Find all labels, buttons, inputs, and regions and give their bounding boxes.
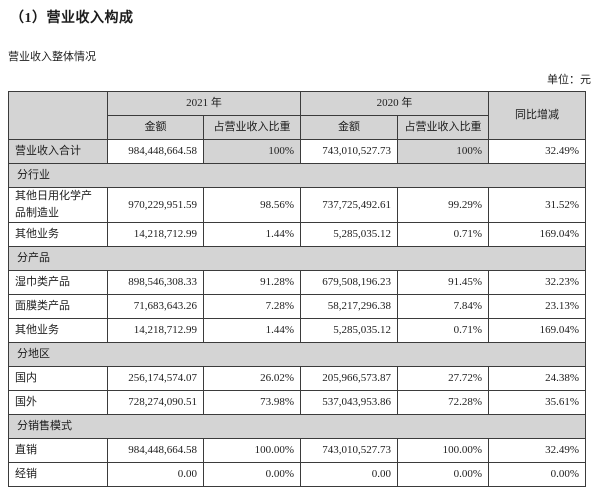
proportion-2020: 99.29% <box>397 186 489 224</box>
header-year-2020: 2020 年 <box>300 91 489 116</box>
revenue-composition-table: 2021 年 2020 年 同比增减 金额 占营业收入比重 金额 占营业收入比重… <box>8 91 586 488</box>
section-subtitle: 营业收入整体情况 <box>8 51 96 63</box>
table-row: 其他日用化学产品制造业 970,229,951.59 98.56% 737,72… <box>8 186 586 224</box>
section-label: 分销售模式 <box>8 414 586 440</box>
unit-label: 单位：元 <box>547 74 591 86</box>
table-row: 其他业务 14,218,712.99 1.44% 5,285,035.12 0.… <box>8 318 586 344</box>
yoy-value: 32.49% <box>488 438 586 464</box>
section-row-industry: 分行业 <box>8 163 586 188</box>
proportion-2020: 27.72% <box>397 366 489 392</box>
proportion-2021: 98.56% <box>203 186 301 224</box>
yoy-value: 31.52% <box>488 186 586 224</box>
row-label: 其他业务 <box>8 318 108 344</box>
proportion-2021: 26.02% <box>203 366 301 392</box>
proportion-2020: 72.28% <box>397 390 489 416</box>
row-label: 国内 <box>8 366 108 392</box>
amount-2020: 743,010,527.73 <box>300 139 398 164</box>
proportion-2020: 7.84% <box>397 294 489 320</box>
header-row-years: 2021 年 2020 年 同比增减 <box>8 91 586 140</box>
header-proportion-2020: 占营业收入比重 <box>397 115 489 140</box>
proportion-2021: 7.28% <box>203 294 301 320</box>
amount-2021: 898,546,308.33 <box>107 270 204 296</box>
header-amount-2020: 金额 <box>300 115 398 140</box>
yoy-value: 23.13% <box>488 294 586 320</box>
section-label: 分产品 <box>8 246 586 272</box>
amount-2021: 0.00 <box>107 462 204 488</box>
amount-2020: 537,043,953.86 <box>300 390 398 416</box>
proportion-2020: 0.71% <box>397 222 489 248</box>
section-label: 分行业 <box>8 163 586 188</box>
amount-2020: 737,725,492.61 <box>300 186 398 224</box>
yoy-value: 32.49% <box>488 139 586 164</box>
amount-2021: 970,229,951.59 <box>107 186 204 224</box>
row-label: 经销 <box>8 462 108 488</box>
section-row-region: 分地区 <box>8 342 586 368</box>
amount-2020: 679,508,196.23 <box>300 270 398 296</box>
proportion-2021: 100% <box>203 139 301 164</box>
table-row: 其他业务 14,218,712.99 1.44% 5,285,035.12 0.… <box>8 222 586 248</box>
amount-2021: 256,174,574.07 <box>107 366 204 392</box>
proportion-2021: 73.98% <box>203 390 301 416</box>
section-row-sales-mode: 分销售模式 <box>8 414 586 440</box>
table-row-total: 营业收入合计 984,448,664.58 100% 743,010,527.7… <box>8 139 586 164</box>
proportion-2020: 100% <box>397 139 489 164</box>
header-year-2021: 2021 年 <box>107 91 301 116</box>
proportion-2021: 100.00% <box>203 438 301 464</box>
amount-2020: 5,285,035.12 <box>300 318 398 344</box>
yoy-value: 32.23% <box>488 270 586 296</box>
amount-2021: 14,218,712.99 <box>107 318 204 344</box>
amount-2021: 984,448,664.58 <box>107 438 204 464</box>
yoy-value: 169.04% <box>488 318 586 344</box>
header-proportion-2021: 占营业收入比重 <box>203 115 301 140</box>
header-empty-cell <box>8 91 108 140</box>
row-label: 营业收入合计 <box>8 139 108 164</box>
proportion-2021: 1.44% <box>203 222 301 248</box>
proportion-2020: 0.00% <box>397 462 489 488</box>
proportion-2021: 91.28% <box>203 270 301 296</box>
section-label: 分地区 <box>8 342 586 368</box>
amount-2020: 5,285,035.12 <box>300 222 398 248</box>
proportion-2020: 0.71% <box>397 318 489 344</box>
header-yoy: 同比增减 <box>488 91 586 140</box>
amount-2021: 14,218,712.99 <box>107 222 204 248</box>
table-row: 国内 256,174,574.07 26.02% 205,966,573.87 … <box>8 366 586 392</box>
table-row: 直销 984,448,664.58 100.00% 743,010,527.73… <box>8 438 586 464</box>
table-row: 经销 0.00 0.00% 0.00 0.00% 0.00% <box>8 462 586 488</box>
amount-2020: 205,966,573.87 <box>300 366 398 392</box>
row-label: 其他业务 <box>8 222 108 248</box>
table-row: 面膜类产品 71,683,643.26 7.28% 58,217,296.38 … <box>8 294 586 320</box>
proportion-2021: 1.44% <box>203 318 301 344</box>
row-label: 面膜类产品 <box>8 294 108 320</box>
amount-2020: 0.00 <box>300 462 398 488</box>
row-label: 湿巾类产品 <box>8 270 108 296</box>
header-row-metrics: 金额 占营业收入比重 金额 占营业收入比重 <box>9 115 586 140</box>
header-amount-2021: 金额 <box>107 115 204 140</box>
row-label: 其他日用化学产品制造业 <box>8 186 108 224</box>
table-row: 国外 728,274,090.51 73.98% 537,043,953.86 … <box>8 390 586 416</box>
proportion-2020: 100.00% <box>397 438 489 464</box>
amount-2020: 743,010,527.73 <box>300 438 398 464</box>
proportion-2021: 0.00% <box>203 462 301 488</box>
yoy-value: 169.04% <box>488 222 586 248</box>
yoy-value: 0.00% <box>488 462 586 488</box>
proportion-2020: 91.45% <box>397 270 489 296</box>
amount-2021: 71,683,643.26 <box>107 294 204 320</box>
page-title: （1）营业收入构成 <box>10 11 134 26</box>
amount-2020: 58,217,296.38 <box>300 294 398 320</box>
table-row: 湿巾类产品 898,546,308.33 91.28% 679,508,196.… <box>8 270 586 296</box>
amount-2021: 984,448,664.58 <box>107 139 204 164</box>
row-label: 直销 <box>8 438 108 464</box>
section-row-product: 分产品 <box>8 246 586 272</box>
yoy-value: 24.38% <box>488 366 586 392</box>
row-label: 国外 <box>8 390 108 416</box>
yoy-value: 35.61% <box>488 390 586 416</box>
amount-2021: 728,274,090.51 <box>107 390 204 416</box>
